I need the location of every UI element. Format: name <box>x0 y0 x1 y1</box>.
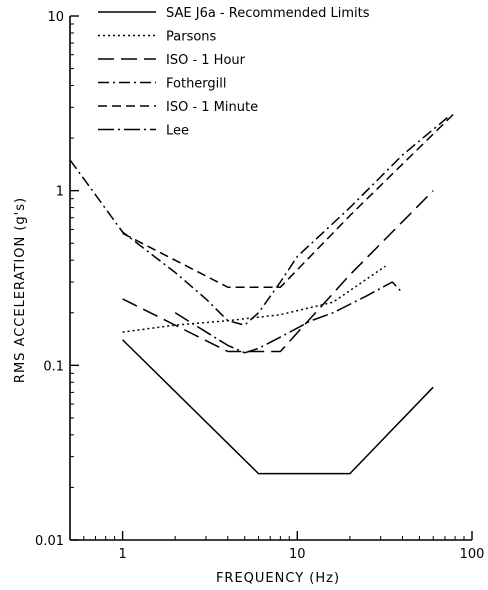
series-layer <box>69 112 456 475</box>
series-line-6 <box>174 281 404 354</box>
series-line-3 <box>122 190 434 353</box>
legend: SAE J6a - Recommended Limits Parsons ISO -… <box>98 6 370 139</box>
x-axis-title: FREQUENCY (Hz) <box>216 571 340 586</box>
legend-label: Lee <box>166 124 189 139</box>
y-axis-title: RMS ACCELERATION (g's) <box>13 197 28 383</box>
y-tick-label: 0.01 <box>35 534 64 549</box>
x-tick-label: 1 <box>118 547 126 562</box>
y-tick-label: 0.1 <box>43 359 64 374</box>
series-line-1 <box>122 339 434 475</box>
series-line-5 <box>122 112 456 288</box>
series-line-2 <box>122 265 386 333</box>
legend-label: ISO - 1 Hour <box>166 53 246 68</box>
series-line-4 <box>69 114 451 326</box>
legend-label: SAE J6a - Recommended Limits <box>166 6 370 21</box>
legend-label: Parsons <box>166 30 217 45</box>
x-tick-label: 100 <box>460 547 485 562</box>
legend-label: ISO - 1 Minute <box>166 100 258 115</box>
y-tick-label: 1 <box>56 185 64 200</box>
y-tick-label: 10 <box>47 10 64 25</box>
x-tick-label: 10 <box>289 547 306 562</box>
legend-label: Fothergill <box>166 77 227 92</box>
axes: 0.01 0.1 1 10 1 10 100 <box>35 10 484 562</box>
